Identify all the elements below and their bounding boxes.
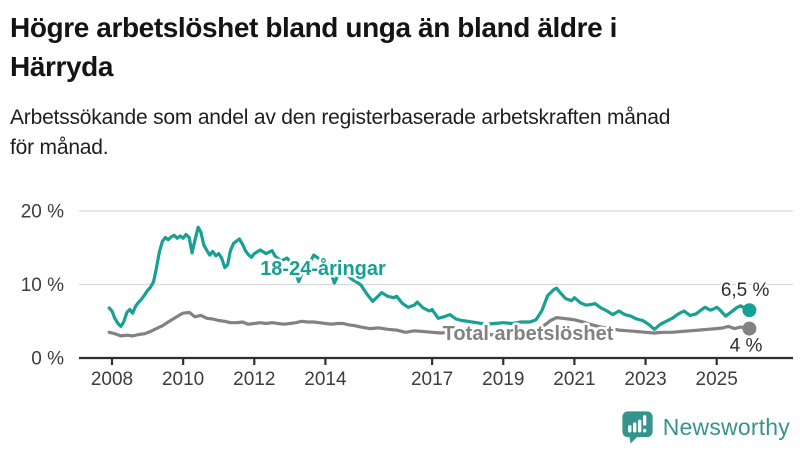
x-tick-label: 2019 — [482, 369, 524, 390]
series-end-label-0: 6,5 % — [721, 280, 770, 301]
x-tick-label: 2012 — [233, 369, 275, 390]
page-subtitle-line-2: för månad. — [10, 136, 109, 159]
series-line-1 — [107, 310, 751, 338]
series-end-dot-0 — [742, 303, 757, 318]
logo-bubble-tail — [628, 435, 639, 444]
y-tick-label: 0 % — [31, 349, 64, 370]
x-tick-label: 2021 — [553, 369, 595, 390]
y-tick-label: 20 % — [21, 202, 64, 223]
logo-exclamation-bar — [642, 415, 647, 426]
x-tick-label: 2023 — [624, 369, 666, 390]
logo-bar-2 — [632, 422, 637, 433]
series-label-1: Total arbetslöshet — [443, 323, 614, 345]
page-title-line-2: Härryda — [10, 51, 114, 82]
page-title: Högre arbetslöshet bland unga än bland ä… — [10, 8, 750, 86]
x-tick-label: 2008 — [91, 369, 133, 390]
page-subtitle: Arbetssökande som andel av den registerb… — [10, 103, 792, 163]
x-tick-label: 2014 — [304, 369, 347, 390]
page-title-line-1: Högre arbetslöshet bland unga än bland ä… — [10, 12, 618, 43]
series-line-0 — [107, 225, 751, 331]
x-tick-label: 2025 — [696, 369, 738, 390]
newsworthy-logo-icon — [622, 411, 653, 444]
brand-name: Newsworthy — [662, 413, 790, 440]
logo-bar-3 — [637, 419, 642, 433]
y-tick-label: 10 % — [21, 275, 64, 296]
series-end-label-1: 4 % — [730, 336, 763, 357]
series-label-0: 18-24-åringar — [260, 257, 386, 280]
logo-exclamation-dot — [642, 428, 647, 433]
logo-bubble — [622, 411, 653, 438]
x-tick-label: 2017 — [411, 369, 453, 390]
page-subtitle-line-1: Arbetssökande som andel av den registerb… — [10, 106, 671, 129]
header: Högre arbetslöshet bland unga än bland ä… — [10, 8, 792, 163]
series-end-dot-1 — [742, 321, 757, 336]
logo-bar-1 — [627, 425, 632, 433]
footer-brand: Newsworthy — [621, 410, 790, 444]
x-tick-label: 2010 — [162, 369, 204, 390]
